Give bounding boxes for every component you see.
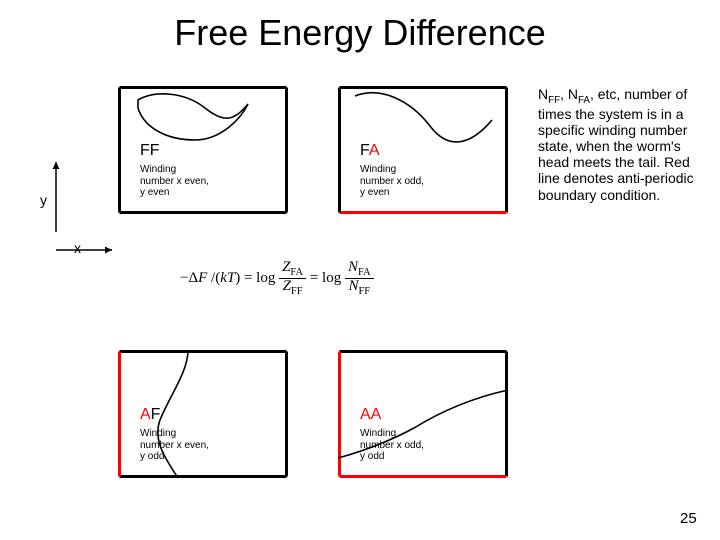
page-number: 25 [680, 510, 697, 527]
axis-x-label: x [74, 240, 81, 256]
slide-root: Free Energy Difference FF Windingnumber … [0, 0, 720, 540]
side-explanation: NFF, NFA, etc, number of times the syste… [538, 86, 706, 203]
axis-y-label: y [40, 192, 47, 208]
equation: −ΔF /(kT) = log ZFAZFF = log NFANFF [180, 260, 374, 297]
